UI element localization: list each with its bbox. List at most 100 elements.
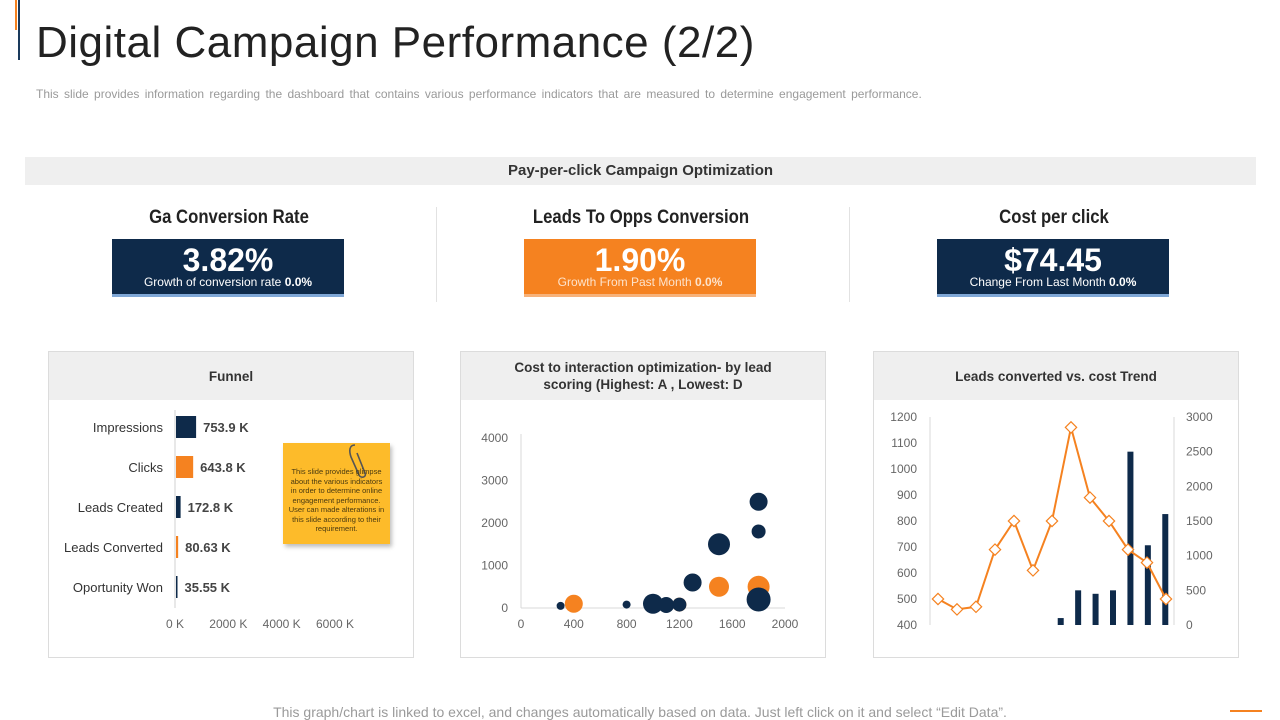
scatter-y-tick: 3000 [481,474,508,488]
kpi-title: Leads To Opps Conversion [532,207,750,228]
trend-title: Leads converted vs. cost Trend [874,352,1238,400]
funnel-x-tick: 6000 K [316,617,354,631]
note-text: This slide provides glimpse about the va… [288,467,385,533]
funnel-category-label: Leads Converted [64,540,163,555]
trend-line-marker [931,592,945,606]
scatter-point [564,594,583,613]
scatter-point [683,573,702,592]
trend-line-marker [988,543,1002,557]
scatter-point [556,601,565,610]
footer-accent [1230,710,1262,712]
title-accent-orange [15,0,17,30]
scatter-chart: 0 1000 2000 3000 4000 0 400 800 1200 1600 2000 [481,431,799,631]
kpi-caption: Growth From Past Month 0.0% [524,275,756,289]
scatter-x-tick: 1600 [719,617,746,631]
funnel-value-label: 643.8 K [200,460,246,475]
trend-right-tick: 1500 [1186,514,1213,528]
kpi-caption: Change From Last Month 0.0% [937,275,1169,289]
trend-bar [1057,618,1064,625]
trend-line-marker [1083,491,1097,505]
funnel-title: Funnel [49,352,413,400]
trend-line-marker [1045,514,1059,528]
kpi-change: 0.0% [695,275,723,289]
scatter-point [672,597,687,612]
funnel-bar [176,456,194,478]
trend-left-tick: 500 [897,592,917,606]
kpi-value: 1.90% [594,242,686,278]
trend-bar [1075,590,1082,625]
scatter-point [658,597,675,614]
funnel-value-label: 172.8 K [188,500,234,515]
trend-line-marker [1121,543,1135,557]
kpi-caption-text: Growth of conversion rate [143,275,282,289]
funnel-bar [176,536,179,558]
funnel-value-label: 35.55 K [185,580,231,595]
funnel-x-tick: 4000 K [263,617,301,631]
scatter-point [643,593,663,614]
scatter-title: Cost to interaction optimization- by lea… [461,352,825,400]
kpi-change: 0.0% [1109,275,1137,289]
trend-line-marker [950,602,964,616]
trend-bar [1110,590,1116,625]
scatter-y-tick: 0 [501,601,508,615]
funnel-x-tick: 0 K [166,617,184,631]
scatter-y-tick: 4000 [481,431,508,445]
trend-left-tick: 600 [897,566,917,580]
kpi-value: $74.45 [1004,242,1102,278]
trend-line-marker [1102,514,1116,528]
funnel-bar [176,496,181,518]
trend-line-marker [1159,592,1173,606]
scatter-x-tick: 1200 [666,617,693,631]
footer-note: This graph/chart is linked to excel, and… [273,704,1007,720]
trend-left-tick: 800 [897,514,917,528]
scatter-point [708,533,730,556]
funnel-value-label: 753.9 K [203,420,249,435]
scatter-point [709,576,729,597]
trend-right-tick: 2000 [1186,479,1213,493]
title-accent-navy [18,0,20,60]
trend-right-tick: 1000 [1186,549,1213,563]
scatter-y-tick: 2000 [481,516,508,530]
funnel-category-label: Clicks [128,460,163,475]
kpi-leads-to-opps: Leads To Opps Conversion 1.90% Growth Fr… [436,205,846,305]
sticky-note: This slide provides glimpse about the va… [283,443,390,544]
trend-right-tick: 2500 [1186,445,1213,459]
funnel-category-label: Oportunity Won [73,580,163,595]
scatter-panel: Cost to interaction optimization- by lea… [460,351,826,658]
scatter-point [746,587,771,612]
kpi-caption-text: Change From Last Month [969,275,1106,289]
kpi-caption-text: Growth From Past Month [557,275,692,289]
scatter-x-tick: 800 [617,617,637,631]
scatter-x-tick: 400 [564,617,584,631]
scatter-x-tick: 2000 [772,617,799,631]
kpi-title: Ga Conversion Rate [149,207,309,228]
trend-bar [1092,593,1099,625]
funnel-bar [176,576,178,598]
scatter-y-tick: 1000 [481,559,508,573]
trend-line-marker [1140,556,1154,570]
trend-line-marker [1007,514,1021,528]
trend-right-tick: 0 [1186,618,1193,632]
funnel-category-label: Leads Created [78,500,163,515]
funnel-bar [176,416,197,438]
kpi-ga-conversion: Ga Conversion Rate 3.82% Growth of conve… [24,205,434,305]
scatter-point [749,492,768,511]
trend-left-tick: 1200 [890,410,917,424]
kpi-cost-per-click: Cost per click $74.45 Change From Last M… [849,205,1259,305]
trend-bar [1162,514,1169,625]
section-title: Pay-per-click Campaign Optimization [25,157,1256,185]
trend-left-tick: 400 [897,618,917,632]
trend-left-tick: 1000 [890,462,917,476]
page-title: Digital Campaign Performance (2/2) [36,18,755,67]
kpi-box: 1.90% Growth From Past Month 0.0% [524,239,756,297]
trend-chart: 400 500 600 700 800 900 1000 1100 1200 0 500 1000 15… [890,410,1213,632]
kpi-divider [436,207,437,302]
trend-left-tick: 900 [897,488,917,502]
scatter-point [751,524,766,539]
trend-left-tick: 700 [897,540,917,554]
trend-line-marker [1026,563,1040,577]
trend-line-marker [969,600,983,614]
kpi-title: Cost per click [999,207,1109,228]
kpi-box: $74.45 Change From Last Month 0.0% [937,239,1169,297]
trend-bar [1127,451,1134,625]
